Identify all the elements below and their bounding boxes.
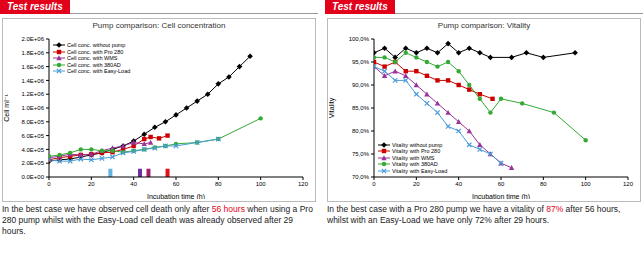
html-text:Pump comparison: Vitality: Pump comparison: Vitality [437,21,531,30]
svg-text:85,0%: 85,0% [352,105,370,111]
svg-text:40: 40 [130,181,137,187]
html-text:Vitality with 380AD: Vitality with 380AD [392,161,438,167]
svg-text:Cell ml⁻¹: Cell ml⁻¹ [8,94,10,122]
html-text:In the best case we have obser: In the best case we have observed cell d… [2,204,313,236]
svg-text:20: 20 [88,181,95,187]
html-text:Vitality with Pro 280: Vitality with Pro 280 [392,148,441,154]
html-text:Cell conc. without pump: Cell conc. without pump [67,42,126,48]
svg-text:2.0E+05: 2.0E+05 [21,160,44,166]
svg-text:60: 60 [498,181,505,187]
svg-text:95,0%: 95,0% [352,59,370,65]
svg-text:Vitality: Vitality [328,97,336,118]
html-text:Test results: Test results [7,1,63,12]
svg-text:70,0%: 70,0% [352,174,370,180]
svg-text:0: 0 [47,181,51,187]
svg-text:20: 20 [413,181,420,187]
html-text:Cell conc. with Pro 280: Cell conc. with Pro 280 [67,48,124,55]
svg-text:2.0E+06: 2.0E+06 [21,36,44,42]
svg-text:60: 60 [173,181,180,187]
svg-text:75,0%: 75,0% [352,151,370,157]
svg-text:4.0E+05: 4.0E+05 [21,147,44,153]
html-text:Test results: Test results [332,1,388,12]
svg-text:1.2E+06: 1.2E+06 [21,91,44,97]
svg-text:120: 120 [298,181,309,187]
html-text:Vitality without pump: Vitality without pump [392,141,443,148]
svg-text:1.0E+06: 1.0E+06 [21,105,44,111]
svg-text:80: 80 [215,181,222,187]
html-text:Cell conc. with Easy-Load: Cell conc. with Easy-Load [67,68,131,74]
svg-text:80: 80 [540,181,547,187]
svg-text:0: 0 [372,181,376,187]
svg-text:Incubation time (h): Incubation time (h) [472,193,530,199]
svg-text:8.0E+05: 8.0E+05 [21,119,44,125]
svg-text:40: 40 [455,181,462,187]
svg-text:Incubation time (h): Incubation time (h) [147,193,205,199]
html-text:Cell conc. with WMS: Cell conc. with WMS [67,55,118,61]
html-text:Cell conc. with 380AD: Cell conc. with 380AD [67,61,121,68]
html-text:Vitality with Easy-Load: Vitality with Easy-Load [392,167,448,174]
html-text:Pump comparison: Cell concentr: Pump comparison: Cell concentration [92,21,226,30]
svg-text:90,0%: 90,0% [352,82,370,88]
svg-text:1.6E+06: 1.6E+06 [21,64,44,70]
svg-text:100: 100 [581,181,592,187]
html-text:In the best case with a Pro 28: In the best case with a Pro 280 pump we … [327,204,621,225]
svg-text:6.0E+05: 6.0E+05 [21,133,44,139]
html-text:Vitality with WMS: Vitality with WMS [392,154,435,161]
svg-text:100,0%: 100,0% [349,36,370,42]
svg-text:100: 100 [256,181,267,187]
svg-text:120: 120 [623,181,634,187]
svg-text:80,0%: 80,0% [352,128,370,134]
svg-text:1.8E+06: 1.8E+06 [21,50,44,56]
svg-text:0.0E+00: 0.0E+00 [21,174,44,180]
svg-text:1.4E+06: 1.4E+06 [21,78,44,84]
